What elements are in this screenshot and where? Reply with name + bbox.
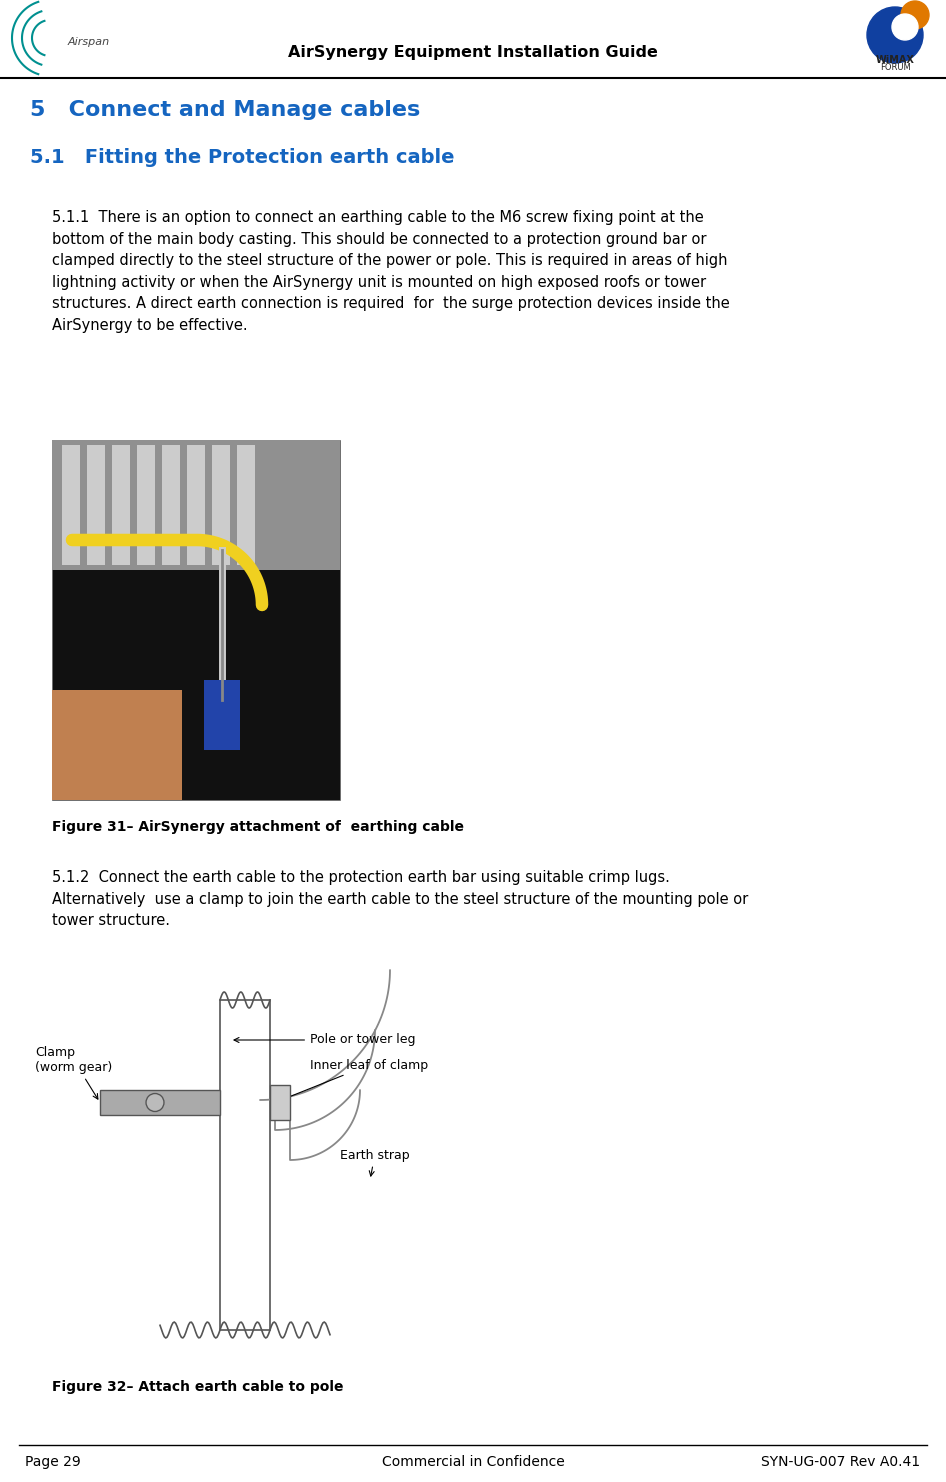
Text: WiMAX: WiMAX (876, 55, 915, 65)
Text: AirSynergy Equipment Installation Guide: AirSynergy Equipment Installation Guide (289, 44, 657, 59)
Bar (62, 445, 80, 565)
Text: SYN-UG-007 Rev A0.41: SYN-UG-007 Rev A0.41 (761, 1455, 920, 1469)
Bar (52, 691, 182, 800)
Circle shape (146, 1094, 164, 1112)
Text: 5.1   Fitting the Protection earth cable: 5.1 Fitting the Protection earth cable (30, 148, 454, 167)
Bar (187, 445, 205, 565)
Bar (87, 445, 105, 565)
Bar (52, 440, 340, 800)
Bar (270, 1085, 290, 1120)
Text: 5.1.1  There is an option to connect an earthing cable to the M6 screw fixing po: 5.1.1 There is an option to connect an e… (52, 210, 729, 333)
Bar (162, 445, 180, 565)
Text: FORUM: FORUM (880, 64, 910, 73)
Bar (212, 445, 230, 565)
Text: Figure 32– Attach earth cable to pole: Figure 32– Attach earth cable to pole (52, 1380, 343, 1395)
Bar (100, 1089, 220, 1114)
Bar (237, 445, 255, 565)
Text: Commercial in Confidence: Commercial in Confidence (381, 1455, 565, 1469)
Bar (204, 680, 240, 750)
Circle shape (867, 7, 923, 64)
Bar (137, 445, 155, 565)
Circle shape (892, 13, 918, 40)
Text: Clamp
(worm gear): Clamp (worm gear) (35, 1046, 113, 1100)
Text: 5   Connect and Manage cables: 5 Connect and Manage cables (30, 99, 420, 120)
Bar (52, 440, 340, 571)
Bar (220, 1000, 270, 1329)
Text: Airspan: Airspan (68, 37, 110, 47)
Text: Pole or tower leg: Pole or tower leg (234, 1033, 415, 1046)
Text: Earth strap: Earth strap (340, 1149, 410, 1177)
Circle shape (901, 1, 929, 30)
Bar (112, 445, 130, 565)
Text: Page 29: Page 29 (25, 1455, 80, 1469)
Text: 5.1.2  Connect the earth cable to the protection earth bar using suitable crimp : 5.1.2 Connect the earth cable to the pro… (52, 870, 748, 928)
Text: Figure 31– AirSynergy attachment of  earthing cable: Figure 31– AirSynergy attachment of eart… (52, 820, 464, 834)
Text: Inner leaf of clamp: Inner leaf of clamp (279, 1058, 429, 1101)
